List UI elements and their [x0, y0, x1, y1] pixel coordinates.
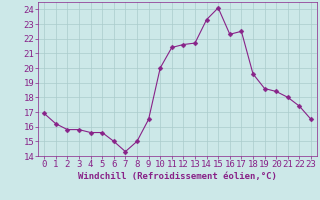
X-axis label: Windchill (Refroidissement éolien,°C): Windchill (Refroidissement éolien,°C) [78, 172, 277, 181]
